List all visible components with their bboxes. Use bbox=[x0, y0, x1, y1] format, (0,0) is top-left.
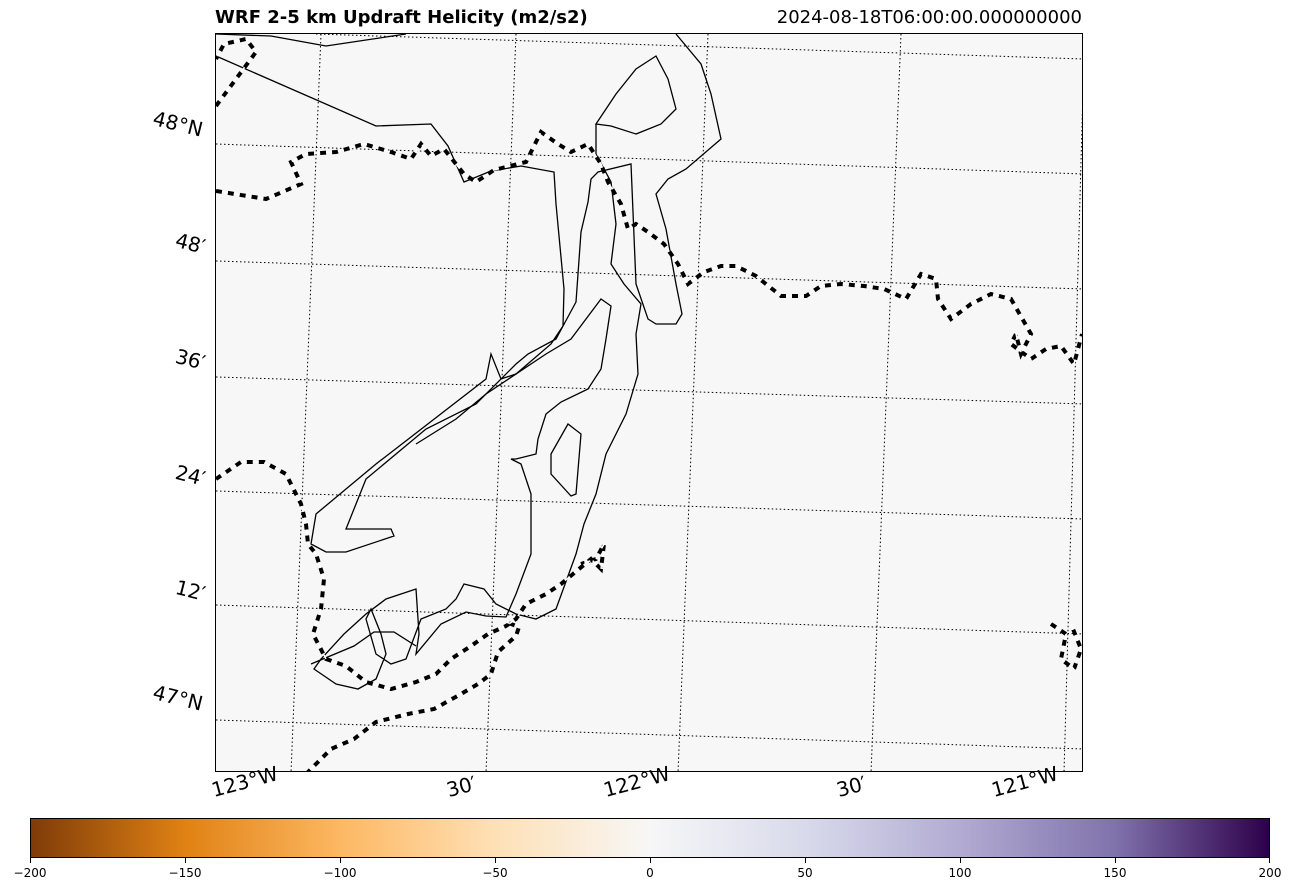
colorbar-tick-label: −200 bbox=[13, 866, 47, 880]
colorbar-tick bbox=[1269, 858, 1270, 863]
lat-label-48n: 48°N bbox=[150, 106, 206, 142]
colorbar-tick-label: −150 bbox=[168, 866, 202, 880]
map-panel bbox=[215, 33, 1083, 772]
colorbar-tick bbox=[805, 858, 806, 863]
map-timestamp: 2024-08-18T06:00:00.000000000 bbox=[776, 7, 1082, 28]
colorbar bbox=[30, 818, 1270, 858]
lat-label-12: 12′ bbox=[172, 575, 208, 606]
lat-label-24: 24′ bbox=[172, 460, 208, 491]
map-canvas bbox=[216, 34, 1082, 771]
colorbar-tick bbox=[960, 858, 961, 863]
lon-label-30-a: 30′ bbox=[443, 771, 479, 802]
colorbar-tick-label: 0 bbox=[646, 866, 654, 880]
boundary-lines bbox=[216, 36, 1082, 771]
lat-label-48: 48′ bbox=[172, 228, 208, 259]
helicity-contours bbox=[216, 34, 722, 690]
colorbar-tick bbox=[495, 858, 496, 863]
colorbar-tick bbox=[340, 858, 341, 863]
colorbar-tick bbox=[30, 858, 31, 863]
colorbar-tick bbox=[650, 858, 651, 863]
colorbar-tick bbox=[1115, 858, 1116, 863]
colorbar-tick-label: −50 bbox=[482, 866, 508, 880]
colorbar-tick-label: 100 bbox=[948, 866, 972, 880]
lon-label-30-b: 30′ bbox=[833, 771, 869, 802]
longitude-gridlines bbox=[290, 34, 1082, 771]
colorbar-tick-label: 50 bbox=[797, 866, 813, 880]
colorbar-tick-label: −100 bbox=[323, 866, 357, 880]
colorbar-tick bbox=[185, 858, 186, 863]
colorbar-tick-label: 150 bbox=[1103, 866, 1127, 880]
lat-label-36: 36′ bbox=[172, 344, 208, 375]
colorbar-tick-label: 200 bbox=[1258, 866, 1282, 880]
latitude-gridlines bbox=[216, 34, 1082, 750]
lat-label-47n: 47°N bbox=[150, 680, 206, 716]
map-title: WRF 2-5 km Updraft Helicity (m2/s2) bbox=[215, 7, 588, 28]
